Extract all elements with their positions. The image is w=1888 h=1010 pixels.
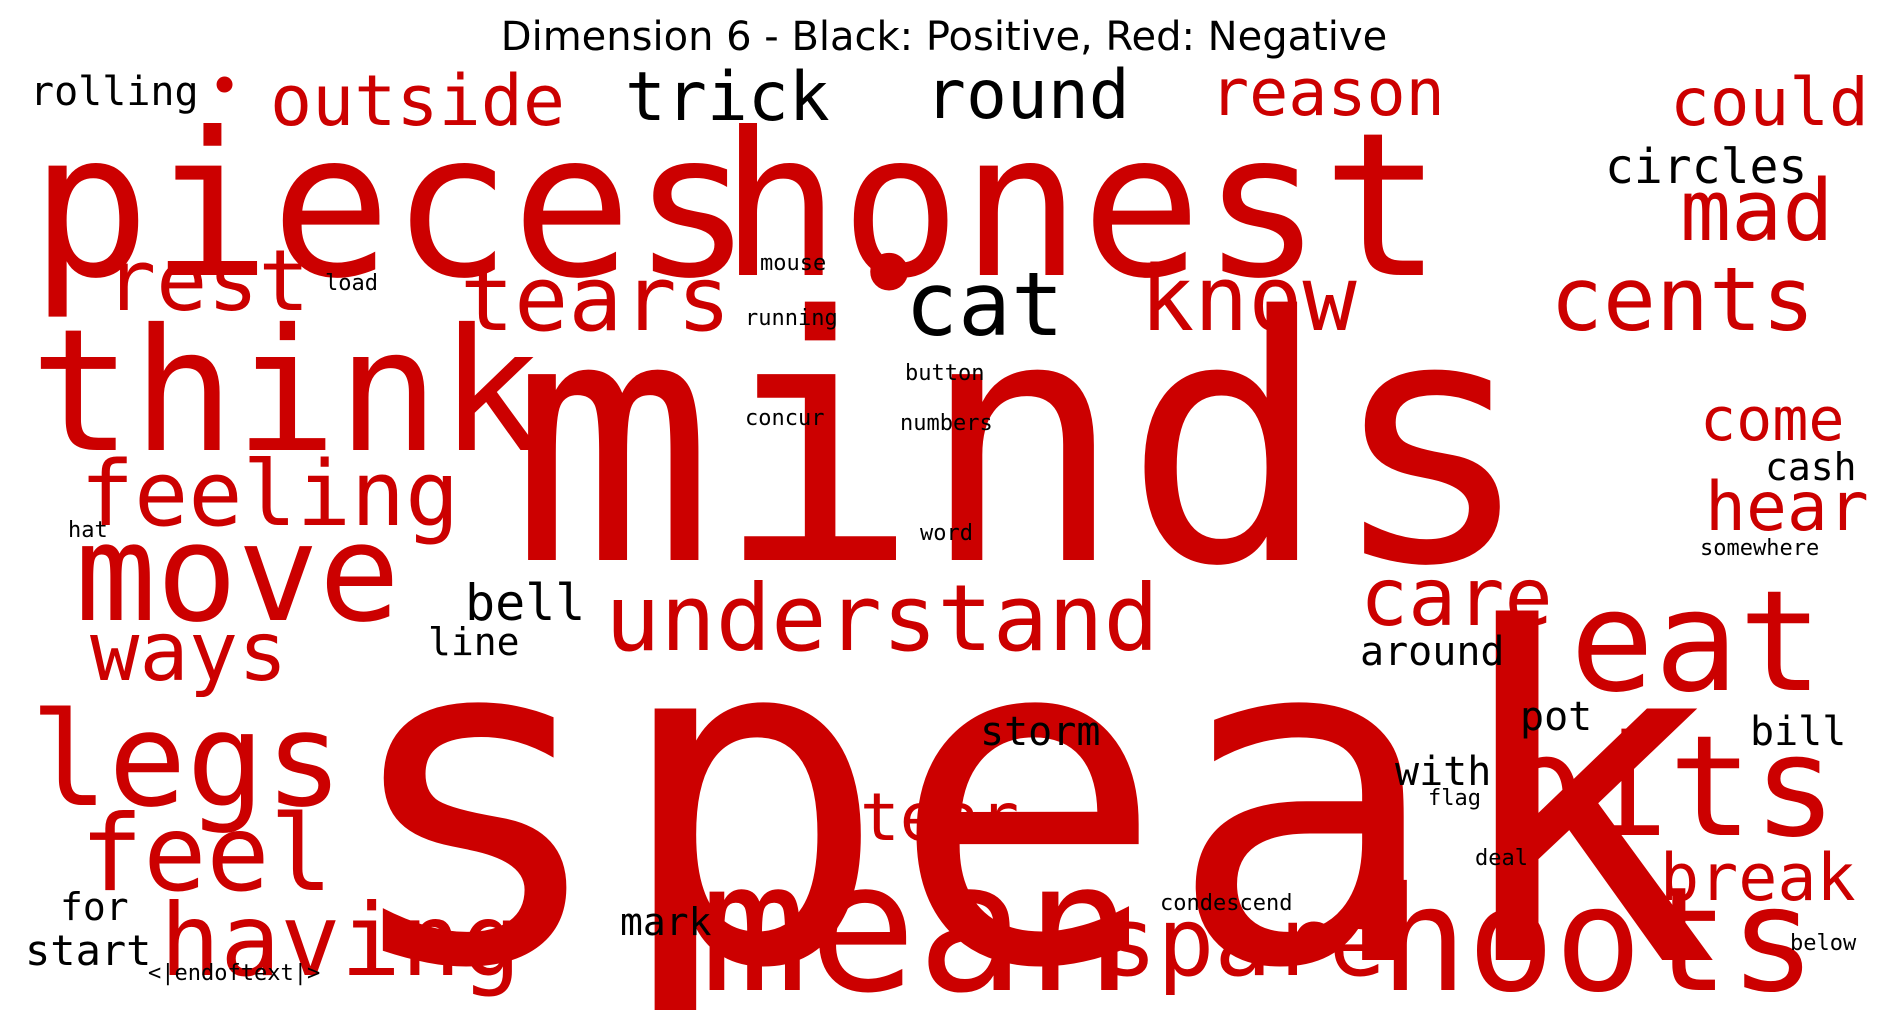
word-cloud-word: start — [25, 926, 151, 975]
word-cloud-word: concur — [745, 406, 824, 431]
word-cloud-word: below — [1790, 931, 1857, 956]
word-cloud-word: cents — [1550, 248, 1815, 351]
word-cloud-word: ways — [90, 605, 287, 700]
word-cloud-word: load — [325, 271, 378, 296]
word-cloud-word: minds — [510, 245, 1534, 641]
word-cloud-word: pieces — [30, 90, 752, 323]
word-cloud-word: • — [850, 199, 928, 351]
word-cloud-word: care — [1360, 551, 1553, 644]
word-cloud-word: honest — [720, 90, 1442, 323]
word-cloud-word: condescend — [1160, 891, 1292, 916]
word-cloud-word: know — [1140, 247, 1358, 352]
word-cloud-word: for — [60, 885, 129, 929]
word-cloud-word: reason — [1210, 56, 1445, 131]
word-cloud-word: come — [1700, 385, 1845, 455]
chart-title: Dimension 6 - Black: Positive, Red: Nega… — [500, 14, 1388, 60]
word-cloud-word: • — [208, 54, 241, 118]
word-cloud-word: rolling — [30, 69, 199, 115]
word-cloud-word: tear — [860, 779, 1019, 856]
word-cloud-word: trick — [625, 58, 830, 137]
word-cloud-word: understand — [605, 565, 1159, 672]
word-cloud-word: flag — [1428, 786, 1481, 811]
word-cloud-word: mad — [1680, 162, 1834, 261]
word-cloud-word: feeling — [80, 442, 459, 547]
word-cloud-word: pot — [1520, 694, 1592, 740]
word-cloud-word: hoots — [1380, 856, 1817, 1010]
word-cloud-word: tears — [460, 247, 731, 352]
word-cloud-word: mouse — [760, 251, 826, 276]
word-cloud-word: storm — [980, 709, 1100, 755]
word-cloud-word: somewhere — [1700, 536, 1819, 561]
word-cloud-word: feel — [80, 793, 333, 915]
word-cloud-word: running — [745, 306, 838, 331]
word-cloud-word: round — [925, 56, 1130, 135]
word-cloud-word: spare — [1100, 888, 1386, 998]
word-cloud-word: bits — [1500, 706, 1837, 869]
word-cloud-word: deal — [1475, 846, 1528, 871]
word-cloud-word: line — [428, 620, 520, 664]
word-cloud-word: circles — [1605, 139, 1807, 195]
word-cloud-word: eat — [1570, 561, 1823, 724]
word-cloud-word: with — [1395, 749, 1491, 795]
word-cloud-word: think — [30, 293, 542, 491]
word-cloud-word: mark — [620, 900, 712, 944]
word-cloud-word: bill — [1750, 709, 1846, 755]
word-cloud-word: legs — [30, 684, 343, 836]
word-cloud-word: cat — [905, 253, 1064, 356]
word-cloud-word: cash — [1765, 445, 1857, 489]
word-cloud-word: move — [75, 495, 400, 652]
word-cloud-word: word — [920, 521, 973, 546]
word-cloud-word: bell — [465, 574, 585, 632]
word-cloud-word: rest — [105, 232, 310, 331]
word-cloud-word: having — [160, 882, 521, 999]
word-cloud-word: numbers — [900, 411, 993, 436]
word-cloud-word: mean — [700, 824, 1133, 1010]
word-cloud-word: around — [1360, 629, 1505, 675]
word-cloud-word: could — [1670, 64, 1869, 141]
word-cloud-word: hat — [68, 518, 108, 543]
word-cloud-word: outside — [270, 60, 565, 142]
word-cloud-word: button — [905, 361, 984, 386]
word-cloud-word: hear — [1705, 468, 1869, 547]
word-cloud-word: <|endoftext|> — [148, 961, 320, 986]
word-cloud-word: speak — [335, 534, 1720, 1010]
word-cloud-word: break — [1660, 841, 1856, 916]
